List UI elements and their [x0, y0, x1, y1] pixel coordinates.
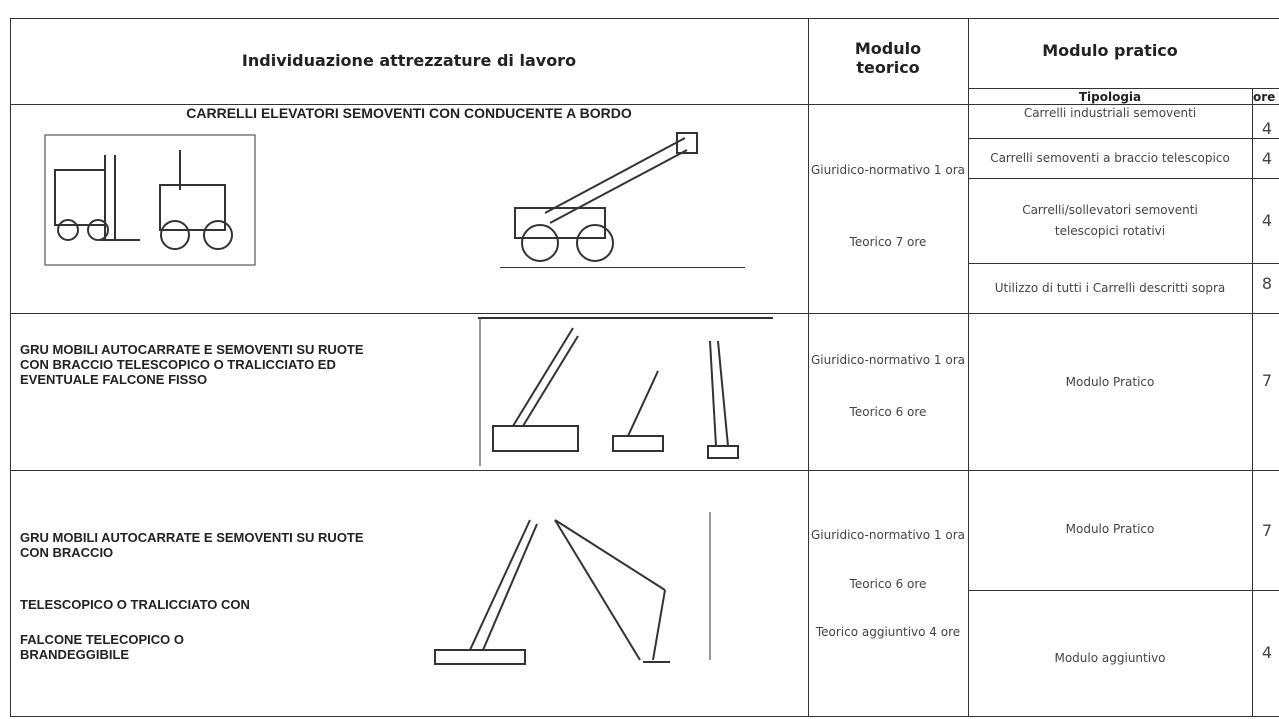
border [968, 88, 1279, 89]
row-title: GRU MOBILI AUTOCARRATE E SEMOVENTI SU RU… [20, 530, 364, 560]
theory-text: Teorico 6 ore [849, 405, 927, 419]
practice-hours: 4 [1261, 642, 1273, 662]
practice-type: Carrelli industriali semoventi [1023, 106, 1197, 120]
practice-hours: 7 [1261, 370, 1273, 390]
border [968, 178, 1279, 179]
telehandler-image [500, 132, 745, 268]
theory-text: Teorico 6 ore [849, 577, 927, 591]
header-theory: Modulo teorico [854, 39, 922, 77]
forklift-image [44, 134, 256, 266]
border [968, 590, 1279, 591]
practice-type: Carrelli/sollevatori semoventi telescopi… [1022, 203, 1198, 238]
header-type: Tipologia [1078, 89, 1142, 104]
practice-type: Utilizzo di tutti i Carrelli descritti s… [994, 281, 1226, 295]
crane-image [434, 512, 711, 665]
border [968, 138, 1279, 139]
border [10, 313, 1279, 314]
border [10, 18, 1279, 19]
practice-type: Modulo Pratico [1065, 522, 1155, 536]
row-title: FALCONE TELECOPICO O BRANDEGGIBILE [20, 632, 184, 662]
row-title: GRU MOBILI AUTOCARRATE E SEMOVENTI SU RU… [20, 342, 364, 387]
header-practice: Modulo pratico [1042, 40, 1178, 60]
header-hours: ore [1253, 89, 1276, 104]
border [1252, 88, 1253, 717]
border [10, 470, 1279, 471]
theory-text: Giuridico-normativo 1 ora [810, 353, 966, 367]
practice-hours: 8 [1261, 273, 1273, 293]
practice-type: Carrelli semoventi a braccio telescopico [990, 150, 1230, 165]
theory-text: Giuridico-normativo 1 ora [810, 528, 966, 542]
row-title: CARRELLI ELEVATORI SEMOVENTI CON CONDUCE… [186, 105, 632, 121]
border [968, 263, 1279, 264]
practice-hours: 4 [1261, 211, 1273, 230]
practice-hours: 4 [1261, 148, 1273, 168]
practice-type: Modulo aggiuntivo [1054, 651, 1166, 665]
border [968, 18, 969, 717]
practice-hours: 4 [1261, 119, 1273, 138]
border [10, 104, 1279, 105]
header-equipment: Individuazione attrezzature di lavoro [241, 50, 577, 70]
crane-image [478, 317, 773, 466]
theory-text: Teorico 7 ore [849, 235, 927, 249]
theory-text: Giuridico-normativo 1 ora [810, 163, 966, 177]
border [808, 18, 809, 717]
theory-text: Teorico aggiuntivo 4 ore [815, 625, 961, 639]
border [10, 716, 1279, 717]
practice-type: Modulo Pratico [1065, 375, 1155, 389]
row-title: TELESCOPICO O TRALICCIATO CON [20, 597, 250, 612]
practice-hours: 7 [1261, 520, 1273, 540]
border [10, 18, 11, 717]
